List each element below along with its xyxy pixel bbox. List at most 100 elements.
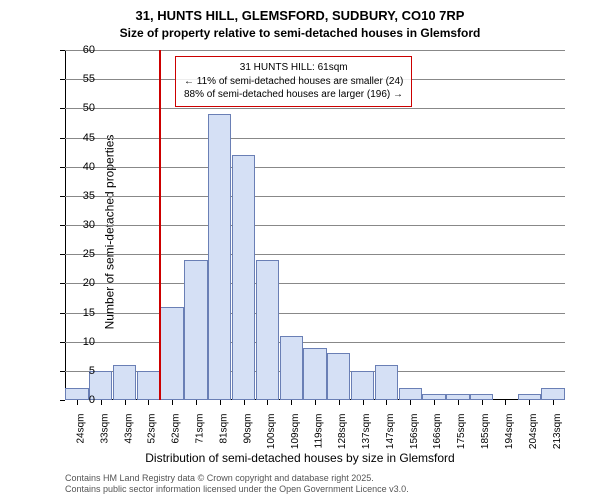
histogram-bar (113, 365, 136, 400)
grid-line (65, 225, 565, 226)
x-tick-mark (529, 400, 530, 405)
x-tick-label: 62sqm (171, 414, 182, 444)
grid-line (65, 254, 565, 255)
y-tick-mark (60, 79, 65, 80)
y-tick-label: 60 (83, 44, 95, 56)
histogram-bar (137, 371, 160, 400)
grid-line (65, 138, 565, 139)
x-tick-label: 156sqm (409, 414, 420, 450)
x-tick-label: 175sqm (456, 414, 467, 450)
attribution-line2: Contains public sector information licen… (65, 484, 409, 496)
x-tick-label: 71sqm (194, 414, 205, 444)
chart-title-sub: Size of property relative to semi-detach… (0, 26, 600, 40)
y-tick-label: 0 (89, 394, 95, 406)
chart-title-main: 31, HUNTS HILL, GLEMSFORD, SUDBURY, CO10… (0, 8, 600, 23)
y-tick-mark (60, 108, 65, 109)
attribution: Contains HM Land Registry data © Crown c… (65, 473, 409, 496)
attribution-line1: Contains HM Land Registry data © Crown c… (65, 473, 409, 485)
y-tick-mark (60, 254, 65, 255)
x-tick-label: 33sqm (99, 414, 110, 444)
x-tick-label: 128sqm (337, 414, 348, 450)
grid-line (65, 50, 565, 51)
x-tick-mark (363, 400, 364, 405)
x-axis-label: Distribution of semi-detached houses by … (0, 451, 600, 465)
x-tick-label: 137sqm (361, 414, 372, 450)
x-tick-mark (482, 400, 483, 405)
x-tick-mark (172, 400, 173, 405)
histogram-bar (184, 260, 207, 400)
reference-line (159, 50, 161, 400)
histogram-bar (65, 388, 88, 400)
x-tick-label: 194sqm (504, 414, 515, 450)
x-tick-label: 109sqm (290, 414, 301, 450)
x-tick-mark (267, 400, 268, 405)
y-tick-mark (60, 225, 65, 226)
x-tick-label: 52sqm (147, 414, 158, 444)
histogram-bar (327, 353, 350, 400)
histogram-bar (399, 388, 422, 400)
annotation-box: 31 HUNTS HILL: 61sqm ← 11% of semi-detac… (175, 56, 412, 107)
y-tick-label: 45 (83, 132, 95, 144)
histogram-bar (280, 336, 303, 400)
annotation-line1: 31 HUNTS HILL: 61sqm (184, 61, 403, 75)
histogram-bar (541, 388, 564, 400)
histogram-bar (256, 260, 279, 400)
y-tick-mark (60, 283, 65, 284)
x-tick-label: 90sqm (242, 414, 253, 444)
histogram-bar (351, 371, 374, 400)
x-tick-mark (339, 400, 340, 405)
annotation-line3: 88% of semi-detached houses are larger (… (184, 88, 403, 102)
y-tick-label: 30 (83, 219, 95, 231)
histogram-bar (208, 114, 231, 400)
x-tick-mark (196, 400, 197, 405)
x-tick-mark (291, 400, 292, 405)
x-tick-mark (148, 400, 149, 405)
grid-line (65, 196, 565, 197)
x-tick-mark (553, 400, 554, 405)
x-tick-label: 185sqm (480, 414, 491, 450)
y-tick-label: 40 (83, 161, 95, 173)
x-tick-mark (244, 400, 245, 405)
grid-line (65, 342, 565, 343)
x-tick-mark (77, 400, 78, 405)
y-tick-label: 5 (89, 365, 95, 377)
x-tick-label: 147sqm (385, 414, 396, 450)
x-tick-label: 166sqm (433, 414, 444, 450)
y-tick-label: 35 (83, 190, 95, 202)
grid-line (65, 283, 565, 284)
y-tick-mark (60, 196, 65, 197)
y-tick-label: 15 (83, 307, 95, 319)
y-tick-label: 55 (83, 73, 95, 85)
x-tick-label: 24sqm (75, 414, 86, 444)
y-tick-label: 50 (83, 102, 95, 114)
x-tick-label: 213sqm (552, 414, 563, 450)
chart-container: 31, HUNTS HILL, GLEMSFORD, SUDBURY, CO10… (0, 0, 600, 500)
grid-line (65, 167, 565, 168)
histogram-bar (160, 307, 183, 400)
y-tick-mark (60, 313, 65, 314)
x-tick-mark (505, 400, 506, 405)
plot-area: 24sqm33sqm43sqm52sqm62sqm71sqm81sqm90sqm… (65, 50, 565, 400)
y-tick-mark (60, 371, 65, 372)
histogram-bar (375, 365, 398, 400)
x-tick-mark (125, 400, 126, 405)
grid-line (65, 108, 565, 109)
x-tick-label: 81sqm (218, 414, 229, 444)
x-tick-label: 100sqm (266, 414, 277, 450)
y-tick-label: 20 (83, 277, 95, 289)
histogram-bar (303, 348, 326, 401)
x-tick-label: 43sqm (123, 414, 134, 444)
x-tick-label: 204sqm (528, 414, 539, 450)
x-tick-mark (101, 400, 102, 405)
y-tick-mark (60, 138, 65, 139)
y-tick-label: 25 (83, 248, 95, 260)
x-tick-mark (315, 400, 316, 405)
x-tick-mark (458, 400, 459, 405)
y-tick-mark (60, 342, 65, 343)
x-tick-mark (386, 400, 387, 405)
y-tick-mark (60, 400, 65, 401)
x-tick-mark (410, 400, 411, 405)
x-tick-label: 119sqm (314, 414, 325, 449)
y-tick-label: 10 (83, 336, 95, 348)
x-tick-mark (220, 400, 221, 405)
